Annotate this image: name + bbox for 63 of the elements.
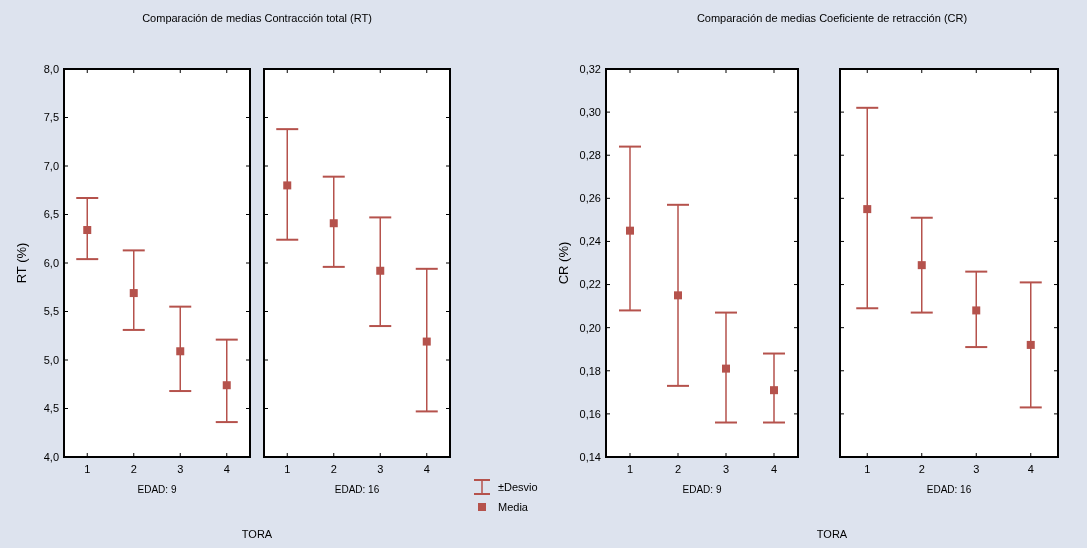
point xyxy=(283,181,292,190)
x-tick-label: 3 xyxy=(177,463,184,475)
x-tick-label: 3 xyxy=(722,463,730,475)
chart-title: Comparación de medias Contracción total (RT) xyxy=(142,12,372,24)
x-axis-title: EDAD: 9 xyxy=(682,484,722,495)
y-tick-label: 0,14 xyxy=(579,450,601,463)
point xyxy=(83,226,92,235)
point xyxy=(129,289,138,298)
text: TORA xyxy=(241,528,273,540)
y-tick-label: 4,0 xyxy=(43,450,59,463)
y-tick-label: 0,24 xyxy=(579,235,601,248)
point xyxy=(176,347,185,356)
x-tick-label: 4 xyxy=(770,463,778,475)
point xyxy=(626,226,634,235)
x-tick-label: 1 xyxy=(84,463,91,475)
point xyxy=(917,261,926,270)
text: Comparación de medias Coeficiente de retracción (CR) xyxy=(696,12,968,24)
y-tick-label: 6,0 xyxy=(43,256,59,269)
y-axis-title: CR (%) xyxy=(556,241,571,285)
y-tick-label: 4,5 xyxy=(43,402,59,415)
text: TORA xyxy=(816,528,848,540)
y-tick-label: 0,32 xyxy=(579,62,601,75)
y-tick-label: 0,26 xyxy=(579,192,601,205)
y-tick-label: 0,16 xyxy=(579,407,601,420)
point xyxy=(674,291,682,300)
y-tick-label: 0,28 xyxy=(579,149,601,162)
point xyxy=(329,219,338,228)
x-tick-label: 3 xyxy=(377,463,384,475)
x-tick-label: 1 xyxy=(864,463,871,475)
x-tick-label: 2 xyxy=(330,463,337,475)
point xyxy=(770,386,778,395)
point xyxy=(422,337,431,346)
x-tick-label: 4 xyxy=(223,463,230,475)
x-tick-label: 2 xyxy=(674,463,682,475)
y-tick-label: 7,0 xyxy=(43,159,59,172)
y-tick-label: 7,5 xyxy=(43,111,59,124)
point xyxy=(1026,340,1035,349)
x-tick-label: 2 xyxy=(918,463,925,475)
y-tick-label: 0,22 xyxy=(579,278,601,291)
x-tick-label: 2 xyxy=(130,463,137,475)
y-tick-label: 8,0 xyxy=(43,62,59,75)
y-tick-label: 0,30 xyxy=(579,105,601,118)
y-tick-label: 6,5 xyxy=(43,208,59,221)
x-axis-title: EDAD: 9 xyxy=(137,484,177,495)
x-tick-label: 4 xyxy=(423,463,430,475)
y-tick-label: 0,18 xyxy=(579,364,601,377)
y-tick-label: 0,20 xyxy=(579,321,601,334)
legend-label: Media xyxy=(498,500,529,513)
y-tick-label: 5,0 xyxy=(43,353,59,366)
point xyxy=(222,381,231,390)
x-tick-label: 4 xyxy=(1027,463,1034,475)
point xyxy=(972,306,981,315)
x-tick-label: 1 xyxy=(284,463,291,475)
x-tick-label: 1 xyxy=(626,463,634,475)
x-axis-title: EDAD: 16 xyxy=(334,484,380,495)
point xyxy=(863,205,872,214)
point xyxy=(722,364,730,373)
point xyxy=(376,266,385,275)
y-axis-title: RT (%) xyxy=(14,242,29,284)
text: ±Desvio xyxy=(498,480,538,493)
y-tick-label: 5,5 xyxy=(43,305,59,318)
x-axis-title: EDAD: 16 xyxy=(926,484,972,495)
x-tick-label: 3 xyxy=(973,463,980,475)
